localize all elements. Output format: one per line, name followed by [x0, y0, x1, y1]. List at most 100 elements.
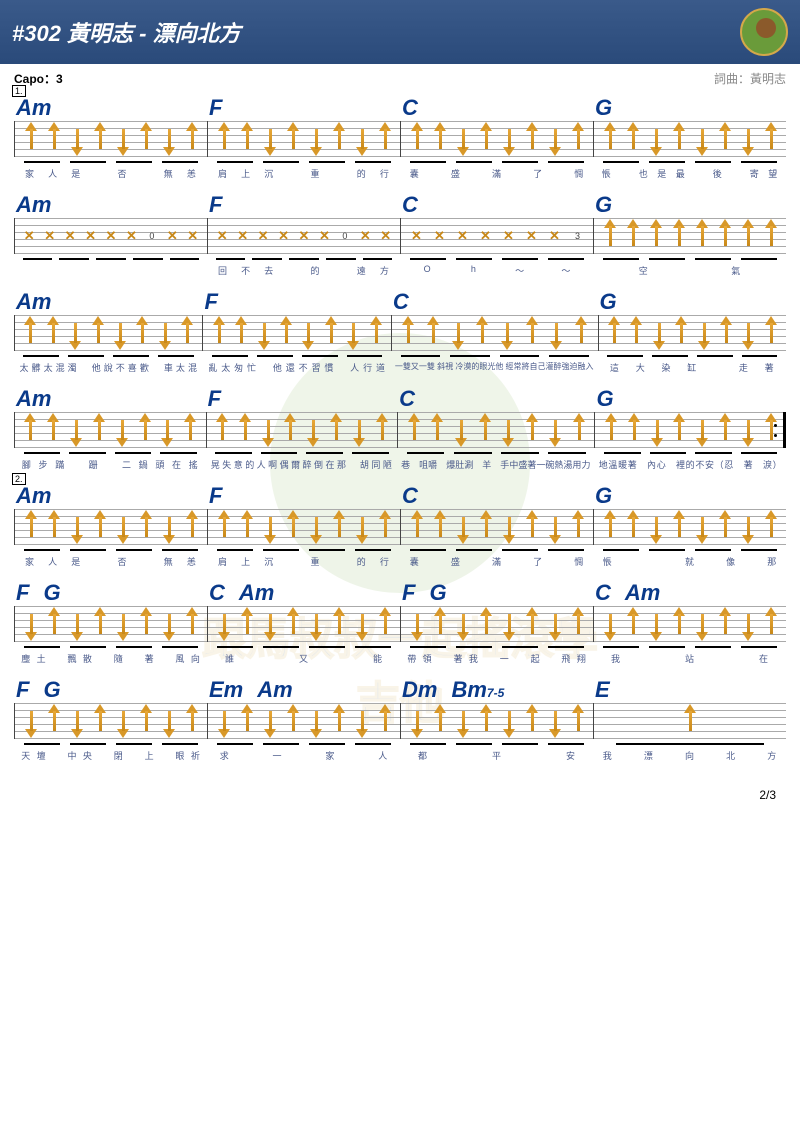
- chord-label: F: [209, 192, 222, 218]
- staff: [593, 606, 786, 642]
- measure: C囊 盛 滿 了 惆: [400, 485, 593, 568]
- chord-line: C: [400, 194, 593, 218]
- measure: G空氣: [593, 194, 786, 277]
- chord-row: Am太髒太混濁 他說不喜歡 車太混F亂太匆忙 他還不習慣 人行道C一雙又一雙 斜…: [14, 291, 786, 374]
- chord-line: F: [207, 97, 400, 121]
- staff: [207, 703, 400, 739]
- chord-row: 1.Am家人是 否 無恙F肩上沉 重 的行C囊 盛 滿 了 惆G悵 也是最 後 …: [14, 97, 786, 180]
- chord-line: Am: [14, 194, 207, 218]
- measure: C一雙又一雙 斜視 冷漠的眼光他 經常將自己灌醉強迫融入: [391, 291, 598, 374]
- measure: FG帶領 著我 一 起 飛翔: [400, 582, 593, 665]
- chord-label: Am: [16, 483, 51, 509]
- staff: [594, 412, 786, 448]
- staff: [14, 121, 207, 157]
- staff: [400, 509, 593, 545]
- measure: CAm誰 又 能: [207, 582, 400, 665]
- staff: [593, 509, 786, 545]
- staff: [206, 412, 398, 448]
- measure: EmAm求 一 家 人: [207, 679, 400, 762]
- credit-label: 詞曲：黃明志: [714, 70, 786, 87]
- chord-row: 2.Am家人是 否 無恙F肩上沉 重 的行C囊 盛 滿 了 惆G悵 就 像 那: [14, 485, 786, 568]
- chord-label: C: [402, 95, 418, 121]
- chord-line: FG: [14, 679, 207, 703]
- measure: F肩上沉 重 的行: [207, 97, 400, 180]
- chord-label: Am: [239, 580, 274, 606]
- chord-label: Am: [16, 192, 51, 218]
- chord-label: Em: [209, 677, 243, 703]
- chord-label: Am: [16, 95, 51, 121]
- chord-label: Am: [625, 580, 660, 606]
- staff: [598, 315, 786, 351]
- chord-label: G: [43, 677, 60, 703]
- chord-row: FG塵土 飄散 隨 著 風向CAm誰 又 能FG帶領 著我 一 起 飛翔CAm我…: [14, 582, 786, 665]
- chord-line: G: [594, 388, 786, 412]
- staff: [207, 509, 400, 545]
- measure: Am家人是 否 無恙: [14, 485, 207, 568]
- chord-label: F: [16, 677, 29, 703]
- chord-line: Am: [14, 485, 207, 509]
- measure: G地溫暖著 內心 裡的不安（忍 著 淚）: [594, 388, 786, 471]
- staff: [593, 121, 786, 157]
- measure: F肩上沉 重 的行: [207, 485, 400, 568]
- repeat-end: [780, 412, 786, 448]
- chord-line: G: [593, 485, 786, 509]
- chord-label: C: [595, 580, 611, 606]
- staff: [391, 315, 598, 351]
- chord-line: F: [206, 388, 398, 412]
- chord-label: C: [402, 192, 418, 218]
- chord-label: G: [595, 95, 612, 121]
- measure: C巷 咀嚼 爆肚涮 羊 手中盛著一碗熱湯 用力: [397, 388, 594, 471]
- chord-line: G: [598, 291, 786, 315]
- chord-line: C: [397, 388, 594, 412]
- chord-line: FG: [400, 582, 593, 606]
- staff: ✕✕✕✕✕✕✕3: [400, 218, 593, 254]
- staff: [14, 412, 206, 448]
- measure: DmBm7-5都 平 安: [400, 679, 593, 762]
- staff: [14, 315, 202, 351]
- chord-label: F: [402, 580, 415, 606]
- chord-line: G: [593, 97, 786, 121]
- chord-line: F: [207, 485, 400, 509]
- chord-row: FG天壇 中央 閉 上 眼祈EmAm求 一 家 人DmBm7-5都 平 安E我 …: [14, 679, 786, 762]
- chord-label: Bm7-5: [451, 677, 504, 703]
- page-title: #302 黃明志 - 漂向北方: [12, 16, 241, 48]
- measure: G這大染缸 走著: [598, 291, 786, 374]
- chord-line: C: [400, 97, 593, 121]
- chord-line: DmBm7-5: [400, 679, 593, 703]
- chord-line: G: [593, 194, 786, 218]
- chord-label: G: [429, 580, 446, 606]
- measure: G悵 也是最 後 寄望: [593, 97, 786, 180]
- staff: [207, 606, 400, 642]
- measure: C✕✕✕✕✕✕✕3Oh～～: [400, 194, 593, 277]
- chord-label: F: [209, 95, 222, 121]
- measure: Am太髒太混濁 他說不喜歡 車太混: [14, 291, 202, 374]
- chord-label: G: [595, 483, 612, 509]
- chord-line: Am: [14, 97, 207, 121]
- staff: [593, 218, 786, 254]
- chord-line: FG: [14, 582, 207, 606]
- chord-label: C: [209, 580, 225, 606]
- chord-label: G: [600, 289, 617, 315]
- chord-label: F: [16, 580, 29, 606]
- measure: FG塵土 飄散 隨 著 風向: [14, 582, 207, 665]
- chord-line: F: [202, 291, 390, 315]
- measure: Am家人是 否 無恙: [14, 97, 207, 180]
- chord-label: G: [43, 580, 60, 606]
- chord-label: E: [595, 677, 610, 703]
- staff: [400, 121, 593, 157]
- chord-line: C: [400, 485, 593, 509]
- measure: FG天壇 中央 閉 上 眼祈: [14, 679, 207, 762]
- sheet: 跟馬叔叔一起搖滾學吉他 1.Am家人是 否 無恙F肩上沉 重 的行C囊 盛 滿 …: [0, 93, 800, 784]
- measure: C囊 盛 滿 了 惆: [400, 97, 593, 180]
- staff: [14, 703, 207, 739]
- chord-label: Am: [257, 677, 292, 703]
- header: #302 黃明志 - 漂向北方: [0, 0, 800, 64]
- chord-line: F: [207, 194, 400, 218]
- measure: E我 漂 向 北 方: [593, 679, 786, 762]
- chord-label: F: [209, 483, 222, 509]
- chord-label: G: [595, 192, 612, 218]
- page-number: 2/3: [0, 784, 800, 806]
- measure: F晃失意的人啊偶爾醉倒在那 胡同陋: [206, 388, 398, 471]
- chord-row: Am腳步蹣 跚 二鍋頭在搖F晃失意的人啊偶爾醉倒在那 胡同陋C巷 咀嚼 爆肚涮 …: [14, 388, 786, 471]
- chord-label: C: [402, 483, 418, 509]
